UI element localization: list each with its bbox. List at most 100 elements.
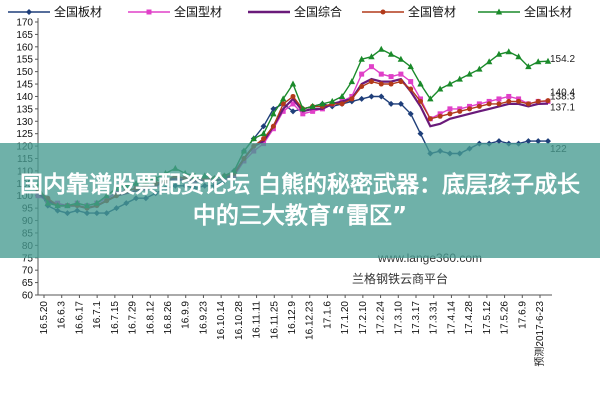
data-point	[408, 79, 414, 85]
data-point	[418, 98, 423, 104]
data-point	[270, 123, 276, 129]
data-point	[270, 110, 277, 117]
legend-label: 全国管材	[408, 4, 456, 19]
data-point	[466, 70, 473, 77]
data-point	[359, 84, 365, 90]
x-tick-label: 17.3.31	[429, 301, 440, 335]
data-point	[476, 103, 482, 109]
data-point	[339, 101, 345, 107]
x-tick-label: 17.1.20	[340, 301, 351, 335]
data-point	[456, 75, 463, 82]
data-point	[534, 58, 542, 65]
data-point	[505, 48, 512, 55]
data-point	[525, 138, 532, 145]
x-tick-label: 17.1.6	[322, 301, 333, 329]
x-tick-label: 16.8.26	[163, 301, 174, 335]
data-point	[368, 79, 374, 85]
x-tick-label: 17.3.17	[411, 301, 422, 335]
x-tick-label: 16.11.25	[269, 301, 280, 340]
data-point	[300, 111, 306, 117]
data-point	[495, 138, 502, 145]
y-tick-label: 75	[22, 253, 34, 264]
legend-swatch-marker	[380, 9, 386, 15]
data-point	[338, 92, 346, 99]
data-point	[378, 93, 385, 100]
data-point	[516, 98, 522, 104]
data-point	[407, 110, 414, 117]
data-point	[260, 123, 267, 130]
legend-item: 全国管材	[362, 4, 456, 19]
legend-swatch-marker	[26, 9, 32, 15]
legend-item: 全国长材	[478, 4, 572, 19]
legend: 全国板材 全国型材 全国综合 全国管材 全国长材	[8, 4, 572, 19]
x-tick-label: 16.7.29	[128, 301, 139, 335]
watermark-platform: 兰格钢铁云商平台	[352, 271, 448, 286]
x-tick-label: 16.5.20	[39, 301, 50, 335]
x-tick-label: 16.9.9	[181, 301, 192, 329]
x-tick-label: 16.9.23	[198, 301, 209, 335]
x-tick-label: 17.5.26	[500, 301, 511, 335]
data-point	[506, 93, 512, 99]
data-point	[525, 101, 531, 107]
data-point	[319, 100, 326, 107]
end-value-label: 154.2	[550, 54, 575, 65]
data-point	[447, 111, 453, 117]
data-point	[436, 85, 444, 92]
data-point	[348, 78, 356, 85]
y-tick-label: 140	[16, 92, 33, 103]
y-tick-label: 155	[16, 55, 33, 66]
data-point	[368, 53, 375, 60]
x-tick-label: 16.6.3	[57, 301, 68, 329]
x-tick-label: 17.6.9	[517, 301, 528, 329]
data-point	[349, 96, 355, 102]
data-point	[437, 113, 443, 119]
data-point	[417, 130, 424, 137]
legend-label: 全国板材	[54, 4, 102, 19]
legend-item: 全国综合	[248, 4, 342, 19]
data-point	[378, 71, 384, 77]
x-tick-label: 16.10.28	[234, 301, 245, 340]
data-point	[525, 63, 532, 70]
data-point	[358, 95, 365, 102]
x-tick-label: 16.12.9	[287, 301, 298, 335]
x-tick-label: 16.8.12	[145, 301, 156, 335]
x-tick-label: 16.7.15	[110, 301, 121, 335]
data-point	[496, 101, 502, 107]
y-tick-label: 165	[16, 30, 33, 41]
data-point	[476, 65, 483, 72]
legend-label: 全国型材	[174, 4, 222, 19]
data-point	[250, 135, 257, 142]
y-tick-label: 145	[16, 80, 33, 91]
data-point	[388, 74, 394, 80]
data-point	[290, 108, 296, 115]
x-tick-label: 16.7.1	[92, 301, 103, 329]
data-point	[446, 80, 454, 87]
legend-swatch-marker	[495, 8, 503, 15]
data-point	[496, 96, 502, 102]
x-tick-label: 17.2.24	[376, 301, 387, 335]
data-point	[485, 58, 493, 65]
x-tick-label: 17.4.14	[446, 301, 457, 335]
y-tick-label: 160	[16, 42, 33, 53]
data-point	[280, 101, 286, 107]
data-point	[467, 106, 473, 112]
x-tick-label: 17.3.10	[393, 301, 404, 335]
data-point	[447, 106, 453, 112]
y-tick-label: 150	[16, 67, 33, 78]
y-tick-label: 135	[16, 104, 33, 115]
data-point	[329, 97, 336, 104]
data-point	[388, 81, 394, 87]
data-point	[535, 138, 542, 145]
data-point	[260, 130, 267, 137]
data-point	[378, 45, 385, 52]
x-tick-label: 16.12.23	[305, 301, 316, 340]
x-tick-label: 17.4.28	[464, 301, 475, 335]
data-point	[506, 98, 512, 104]
y-tick-label: 125	[16, 129, 33, 140]
x-tick-label: 16.10.14	[216, 301, 227, 340]
y-tick-label: 65	[22, 278, 34, 289]
data-point	[368, 64, 374, 70]
data-point	[408, 86, 414, 92]
banner-text: 国内靠谱股票配资论坛 白熊的秘密武器：底层孩子成长中的三大教育“雷区”	[19, 171, 580, 229]
data-point	[261, 136, 267, 142]
